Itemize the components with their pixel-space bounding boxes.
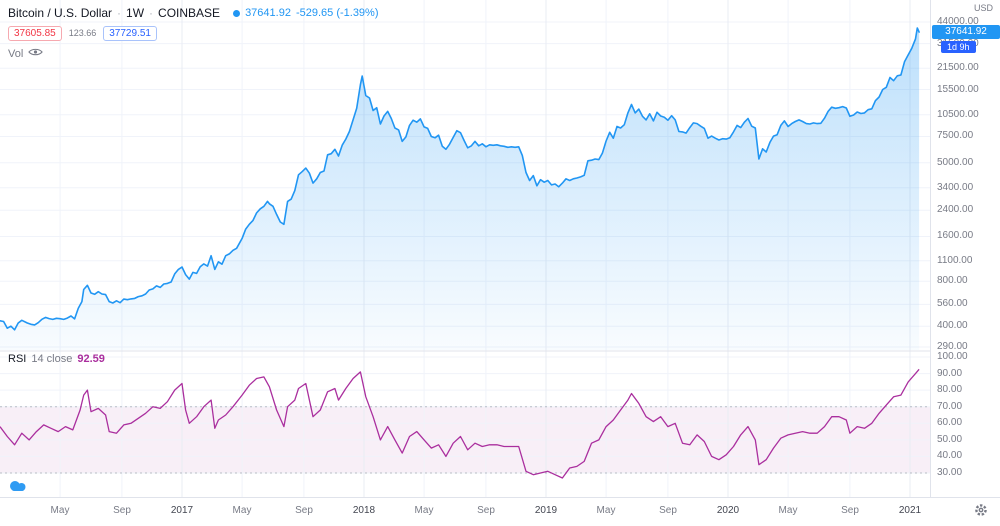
rsi-params: 14 close [31,353,73,365]
price-tick-label: 400.00 [937,320,968,331]
time-axis-label: 2018 [352,505,376,516]
price-change-value: -529.65 (-1.39%) [295,7,379,19]
legend-separator: · [149,6,154,20]
time-axis-label: Sep [477,505,495,516]
price-tick-label: 44000.00 [937,16,979,27]
exchange-label[interactable]: COINBASE [158,6,221,20]
volume-legend[interactable]: Vol [8,47,379,60]
rsi-legend[interactable]: RSI 14 close 92.59 [8,353,105,365]
bar-countdown-badge: 1d 9h [941,41,976,53]
time-axis-label: May [596,505,616,516]
rsi-title: RSI [8,353,27,365]
last-price-value: 37641.92 [245,7,291,19]
time-axis-label: May [414,505,434,516]
time-axis-label: Sep [295,505,313,516]
buy-sell-row: 37605.85 123.66 37729.51 [8,25,379,41]
symbol-legend-row: Bitcoin / U.S. Dollar · 1W · COINBASE 37… [8,5,379,21]
buy-price-button[interactable]: 37729.51 [103,25,157,41]
time-axis-label: Sep [113,505,131,516]
price-tick-label: 1600.00 [937,230,974,241]
time-axis-label: May [232,505,252,516]
time-axis[interactable]: May Sep 2017 May Sep 2018 May Sep 2019 May Sep 2020… [0,497,1000,526]
time-axis-label: 2017 [170,505,194,516]
rsi-tick-label: 40.00 [937,450,963,461]
time-axis-label: 2020 [716,505,740,516]
rsi-tick-label: 70.00 [937,401,963,412]
settings-gear-icon[interactable] [974,503,988,522]
time-axis-label: May [778,505,798,516]
symbol-title[interactable]: Bitcoin / U.S. Dollar [8,6,113,20]
eye-hidden-icon[interactable] [28,47,44,60]
interval-label[interactable]: 1W [126,6,145,20]
price-axis[interactable]: USD 37641.92 1d 9h 44000.0031500.0021500… [930,0,1000,497]
cloud-logo-icon[interactable] [6,478,30,499]
price-tick-label: 800.00 [937,275,968,286]
last-price-badge: 37641.92 [932,25,1000,39]
price-tick-label: 2400.00 [937,204,974,215]
price-tick-label: 21500.00 [937,62,979,73]
rsi-value: 92.59 [77,353,105,365]
rsi-tick-label: 90.00 [937,368,963,379]
time-axis-label: Sep [659,505,677,516]
rsi-tick-label: 60.00 [937,417,963,428]
volume-label: Vol [8,47,24,60]
price-tick-label: 560.00 [937,298,968,309]
time-axis-label: 2019 [534,505,558,516]
dot-icon [233,9,241,17]
axis-currency-label[interactable]: USD [973,3,993,13]
price-tick-label: 10500.00 [937,109,979,120]
rsi-tick-label: 100.00 [937,351,968,362]
rsi-tick-label: 50.00 [937,434,963,445]
legend-separator: · [117,6,122,20]
price-tick-label: 3400.00 [937,182,974,193]
price-tick-label: 15500.00 [937,84,979,95]
symbol-legend: Bitcoin / U.S. Dollar · 1W · COINBASE 37… [8,5,379,60]
time-axis-label: May [50,505,70,516]
rsi-tick-label: 80.00 [937,384,963,395]
price-tick-label: 7500.00 [937,130,974,141]
price-tick-label: 5000.00 [937,157,974,168]
time-axis-label: 2021 [898,505,922,516]
price-tick-label: 290.00 [937,341,968,352]
time-axis-label: Sep [841,505,859,516]
sell-price-button[interactable]: 37605.85 [8,25,62,41]
rsi-tick-label: 30.00 [937,467,963,478]
spread-value: 123.66 [68,28,97,38]
price-tick-label: 1100.00 [937,255,973,266]
